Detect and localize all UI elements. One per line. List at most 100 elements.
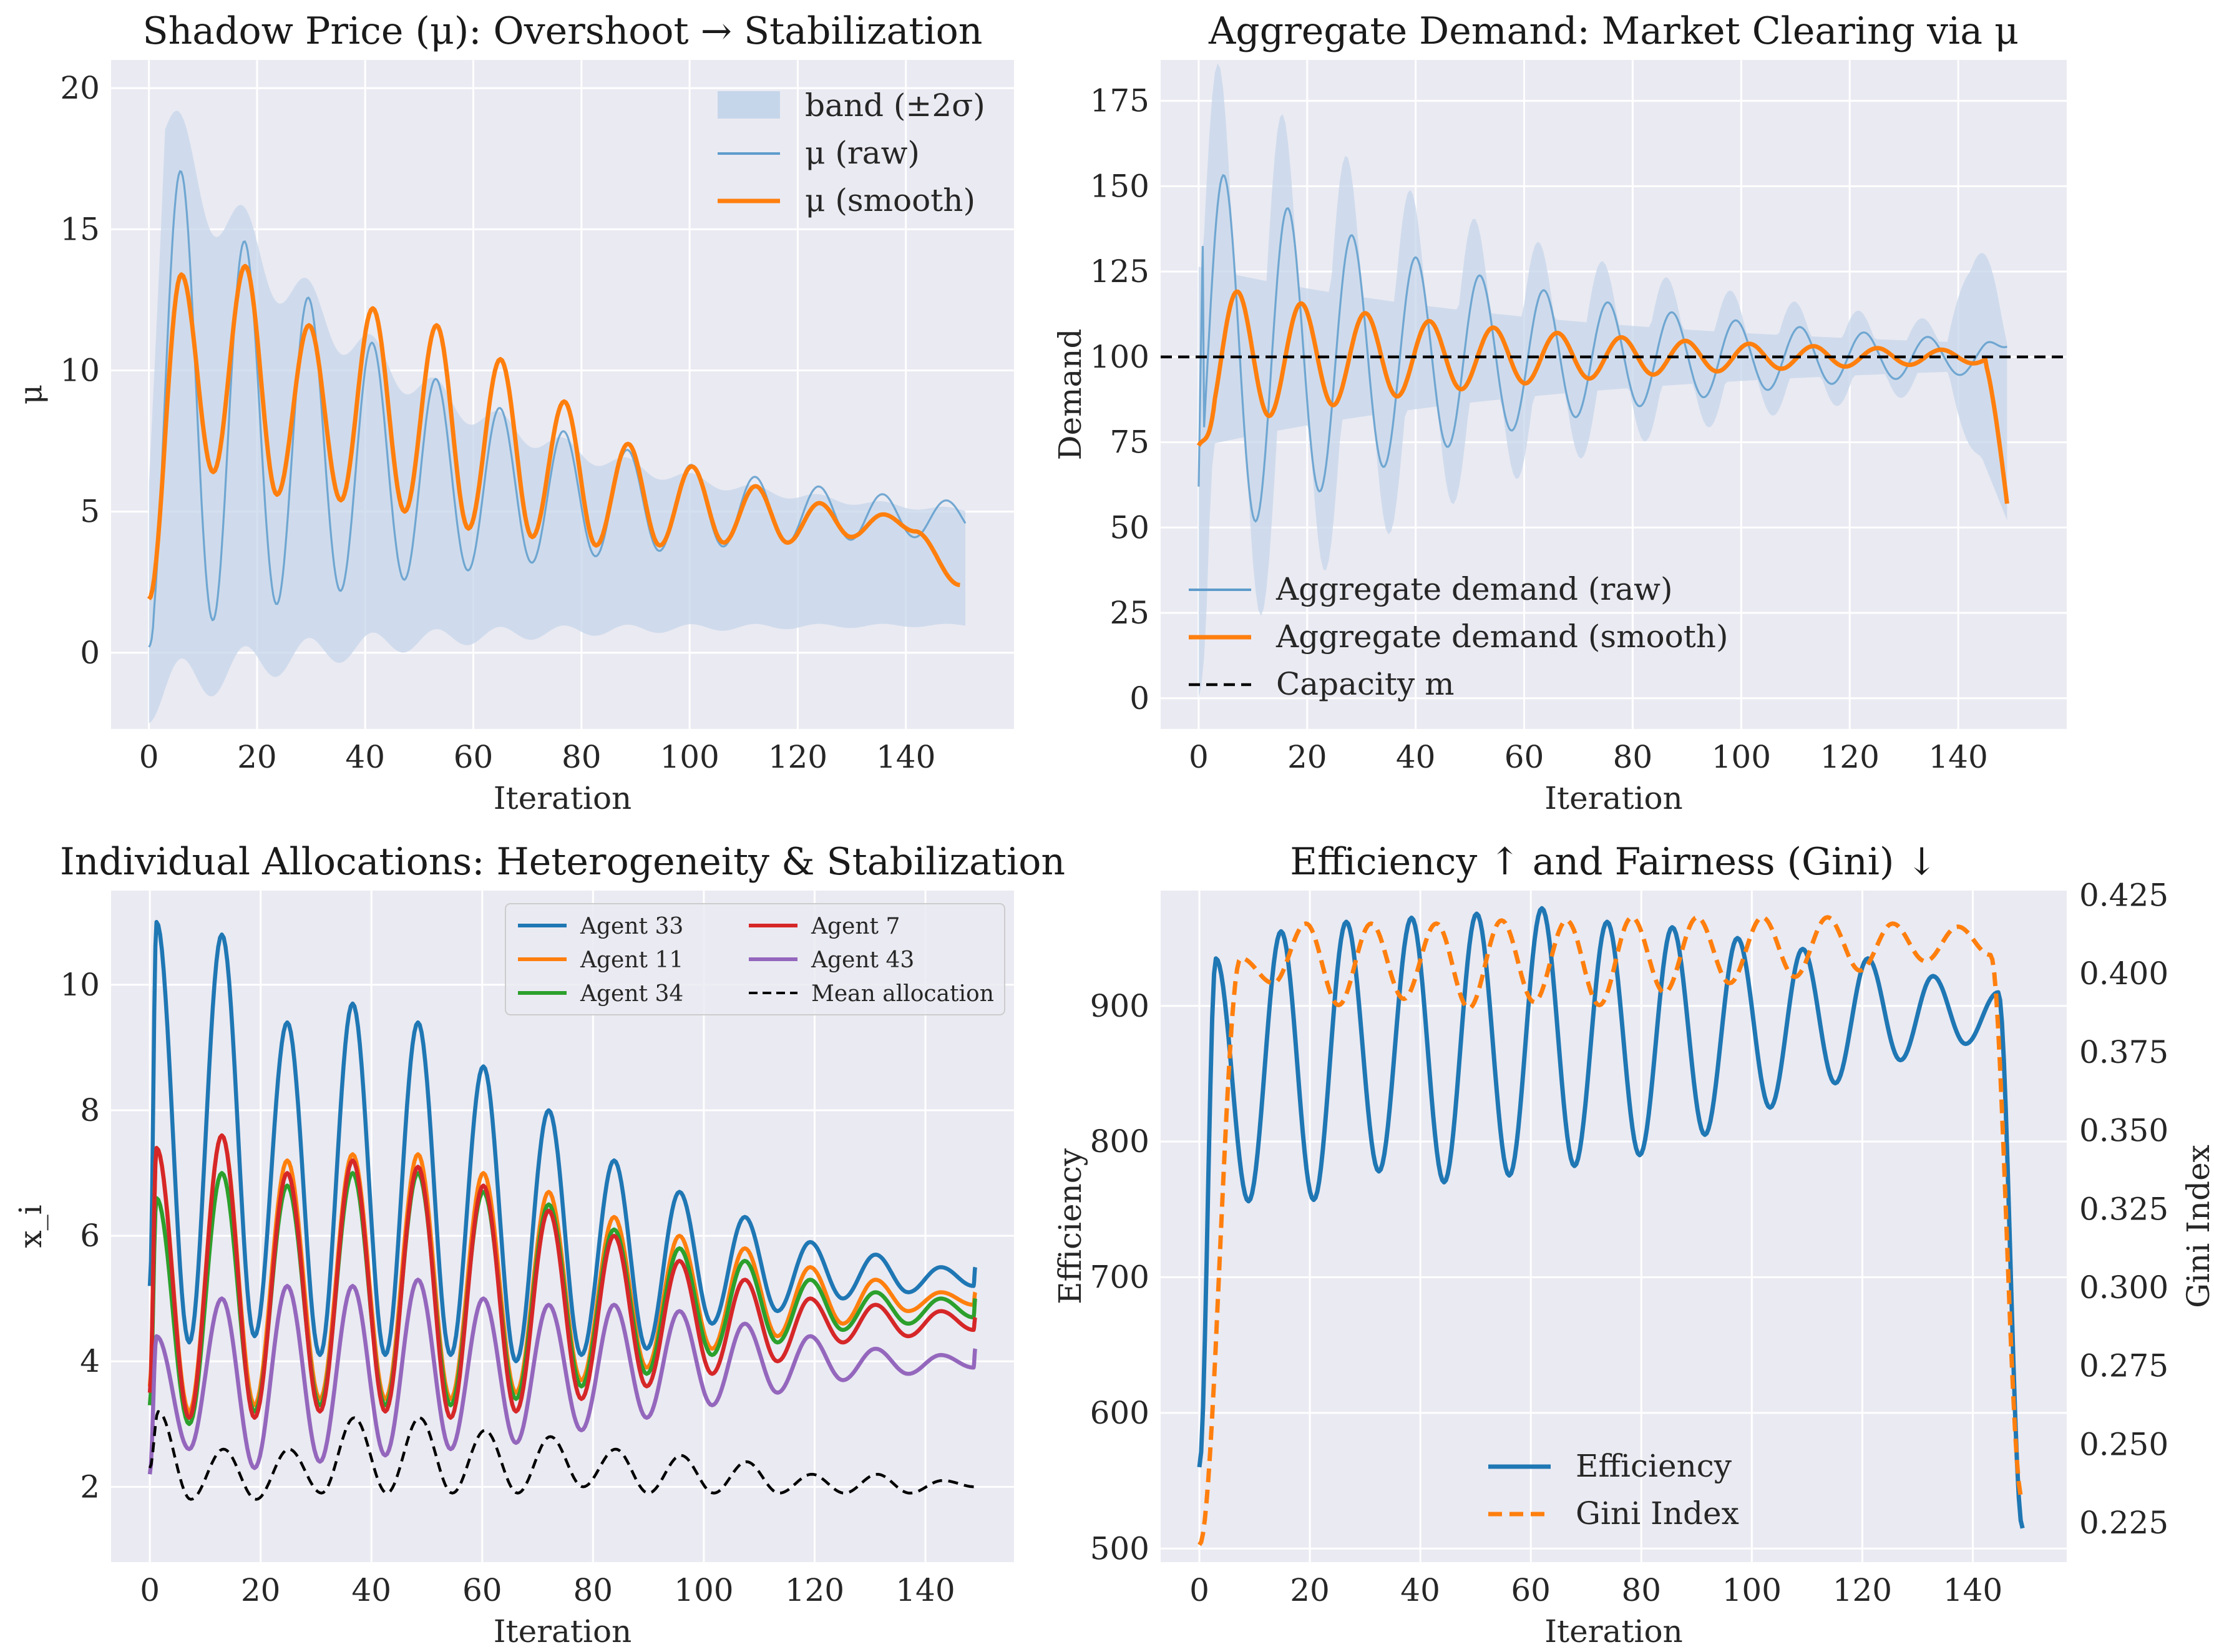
x-tick-label: 60: [454, 739, 494, 775]
y-tick-label: 0: [80, 635, 100, 671]
aggregate-demand-chart: 0 20 40 60 80 100 120 140 0 25 50 75 100 125 150 175 Agg…: [1052, 9, 2067, 816]
legend-label: Mean allocation: [811, 981, 994, 1007]
series-smooth-line: [1196, 289, 2009, 504]
legend-label: Aggregate demand (smooth): [1275, 618, 1729, 655]
x-axis-label: Iteration: [1544, 780, 1683, 816]
shadow-price-chart: 0 20 40 60 80 100 120 140 0 5 10 15 20 Shadow Price (…: [12, 9, 1014, 816]
x-tick-label: 40: [345, 739, 385, 775]
band-area: [149, 110, 966, 723]
chart-title: Shadow Price (μ): Overshoot → Stabilizat…: [143, 9, 983, 53]
legend-label: Gini Index: [1576, 1495, 1739, 1532]
y-tick-label: 50: [1109, 509, 1149, 545]
y-tick-label: 10: [60, 353, 100, 389]
legend-label: μ (raw): [805, 135, 920, 171]
y-tick-label: 4: [80, 1343, 100, 1379]
y-tick-label: 20: [60, 70, 100, 106]
x-tick-label: 20: [237, 739, 277, 775]
y-tick-label: 10: [60, 967, 100, 1003]
y-tick-label: 175: [1090, 83, 1149, 119]
y2-tick-label: 0.375: [2079, 1034, 2168, 1070]
y-tick-label: 600: [1090, 1395, 1149, 1431]
y2-tick-label: 0.400: [2079, 956, 2168, 992]
x-tick-label: 140: [1943, 1572, 2002, 1608]
series-line-mean-allocation: [148, 1410, 975, 1501]
x-tick-label: 120: [1833, 1572, 1892, 1608]
legend-label: Capacity m: [1276, 666, 1455, 702]
y-tick-label: 125: [1090, 253, 1149, 290]
x-tick-label: 40: [351, 1572, 391, 1608]
x-tick-label: 20: [241, 1572, 281, 1608]
legend-label: μ (smooth): [805, 182, 975, 218]
y-tick-label: 75: [1109, 424, 1149, 461]
series-smooth-line: [147, 263, 960, 600]
chart-title: Aggregate Demand: Market Clearing via μ: [1208, 9, 2019, 53]
y2-tick-label: 0.325: [2079, 1191, 2168, 1227]
band-area: [1198, 63, 2007, 698]
x-tick-label: 60: [1511, 1572, 1551, 1608]
x-tick-label: 120: [1820, 739, 1879, 775]
y-tick-label: 25: [1109, 595, 1149, 631]
x-tick-label: 0: [1189, 739, 1209, 775]
y-tick-label: 150: [1090, 168, 1149, 204]
y2-axis-label: Gini Index: [2180, 1145, 2214, 1308]
legend-band-swatch: [718, 91, 780, 119]
x-tick-label: 80: [573, 1572, 613, 1608]
efficiency-fairness-chart: 0 20 40 60 80 100 120 140 500 600 700 800 900 Efficie…: [1052, 840, 2214, 1650]
y2-tick-label: 0.425: [2079, 877, 2168, 914]
y-axis-label: μ: [12, 384, 49, 405]
y2-tick-label: 0.300: [2079, 1269, 2168, 1306]
x-tick-label: 0: [139, 739, 159, 775]
x-tick-label: 0: [140, 1572, 160, 1608]
plot-area: [1161, 891, 2067, 1562]
chart-title: Individual Allocations: Heterogeneity & …: [60, 840, 1065, 884]
series-line-agent-43: [147, 1278, 978, 1475]
legend: Agent 33 Agent 11 Agent 34 Agent 7 Agent 43 M…: [505, 903, 1005, 1015]
x-tick-label: 20: [1290, 1572, 1330, 1608]
y-tick-label: 500: [1090, 1530, 1149, 1566]
legend-label: Aggregate demand (raw): [1275, 571, 1672, 607]
legend-label: Agent 34: [580, 981, 683, 1007]
x-tick-label: 100: [674, 1572, 733, 1608]
gridlines: [1161, 891, 2067, 1562]
x-axis-label: Iteration: [494, 780, 632, 816]
y2-tick-label: 0.350: [2079, 1113, 2168, 1149]
x-tick-label: 20: [1287, 739, 1327, 775]
y-tick-label: 900: [1090, 988, 1149, 1024]
legend: Efficiency Gini Index: [1488, 1448, 1739, 1532]
x-tick-label: 140: [876, 739, 935, 775]
chart-title: Efficiency ↑ and Fairness (Gini) ↓: [1290, 840, 1938, 884]
series-line-agent-33: [147, 920, 978, 1364]
x-tick-label: 40: [1396, 739, 1436, 775]
legend-label: Agent 43: [811, 947, 914, 973]
x-tick-label: 140: [895, 1572, 955, 1608]
x-tick-label: 140: [1928, 739, 1987, 775]
legend-label: band (±2σ): [805, 87, 985, 124]
x-tick-label: 100: [660, 739, 719, 775]
x-tick-label: 80: [562, 739, 602, 775]
y-tick-label: 0: [1129, 680, 1149, 716]
y-tick-label: 2: [80, 1469, 100, 1505]
y2-tick-label: 0.250: [2079, 1426, 2168, 1462]
x-tick-label: 80: [1621, 1572, 1661, 1608]
legend-label: Agent 33: [580, 914, 683, 939]
series-line-gini-index: [1197, 915, 2025, 1547]
y2-tick-label: 0.275: [2079, 1348, 2168, 1384]
individual-allocations-chart: 0 20 40 60 80 100 120 140 2 4 6 8 10 Individual Alloc…: [12, 840, 1065, 1650]
x-tick-label: 100: [1722, 1572, 1782, 1608]
y-axis-label: Demand: [1052, 328, 1088, 460]
series-line-efficiency: [1197, 906, 2025, 1529]
x-tick-label: 120: [785, 1572, 844, 1608]
legend-label: Agent 7: [811, 914, 900, 939]
x-tick-label: 40: [1400, 1572, 1440, 1608]
x-tick-label: 0: [1189, 1572, 1209, 1608]
x-tick-label: 120: [768, 739, 827, 775]
x-tick-label: 100: [1712, 739, 1771, 775]
y-tick-label: 15: [60, 211, 100, 247]
x-axis-label: Iteration: [494, 1613, 632, 1650]
x-tick-label: 80: [1613, 739, 1653, 775]
legend: band (±2σ) μ (raw) μ (smooth): [718, 87, 985, 218]
series-raw-line: [148, 170, 967, 648]
series-raw-line: [1197, 174, 2007, 523]
y-axis-label: x_i: [12, 1205, 49, 1248]
